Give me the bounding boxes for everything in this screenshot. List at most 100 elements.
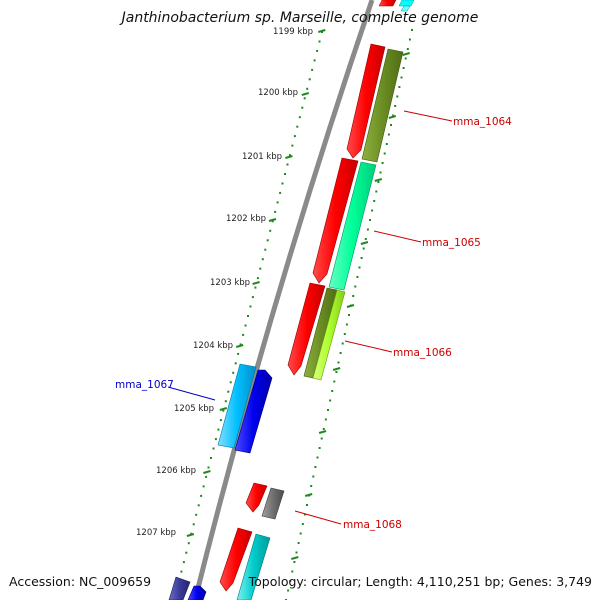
guide-dot [362,247,365,250]
gene-arrow-top-red [378,0,397,7]
guide-dot [291,570,294,573]
guide-dot [299,532,302,535]
guide-dot [249,305,252,308]
guide-dot [352,295,355,297]
guide-dot [297,542,300,544]
guide-dot [239,343,242,346]
map-title: Janthinobacterium sp. Marseille, complet… [121,10,479,26]
guide-dot [261,258,264,261]
guide-major-tick [374,178,383,182]
guide-dot [392,114,395,117]
guide-dot [232,371,235,374]
guide-dot [200,494,203,497]
gene-arrow-mma-1064 [361,48,404,163]
guide-dot [244,324,247,327]
guide-dot [390,124,392,126]
scale-label-1204: 1204 kbp [193,341,233,351]
gene-arrow-mma-1066-lime [312,289,346,381]
scale-label-1200: 1200 kbp [258,88,298,98]
gene-arrow-mma-1068 [261,487,285,520]
accession-label: Accession: NC_009659 [9,574,152,589]
guide-dot [358,266,361,269]
guide-dot [259,267,262,270]
guide-dot [324,418,327,421]
guide-major-tick [268,218,277,222]
guide-dot [237,352,240,355]
guide-dot [217,428,220,431]
gene-arrow-red-5 [219,527,253,592]
guide-dot [251,296,254,299]
label-leaders [167,110,453,525]
gene-arrow-blue-bottom [187,585,207,600]
guide-dot [321,31,323,33]
guide-dot [210,457,212,459]
genome-backbone [192,0,375,600]
guide-dot [381,162,384,164]
guide-major-tick [235,344,244,348]
guide-dot [348,314,350,316]
guide-major-tick [301,92,310,96]
guide-dot [379,171,382,174]
guide-dot [364,238,367,240]
guide-dot [293,135,296,138]
guide-dot [214,438,217,441]
gene-label-mma-1066: mma_1066 [393,347,452,359]
scale-labels: 1199 kbp 1200 kbp 1201 kbp 1202 kbp 1203… [136,27,313,538]
guide-dot [288,154,291,157]
gene-arrow-navy-bottom [168,576,191,600]
guide-dot [402,67,405,69]
guide-dot [404,57,407,60]
gene-arrow-mma-1065 [328,161,377,291]
guide-dot [366,228,369,231]
guide-major-tick [186,533,195,537]
guide-dot [354,285,357,288]
guide-dot [224,400,227,403]
guide-dot [202,485,205,488]
guide-dot [303,513,306,516]
reverse-features [168,363,273,600]
forward-features [219,0,415,600]
guide-dot [227,390,230,393]
guide-dot [287,589,290,592]
guide-dot [219,419,222,422]
gene-arrow-top-cyan [398,0,415,7]
guide-dot [398,86,401,88]
guide-dot [313,59,316,62]
guide-dot [371,209,374,212]
guide-dot [289,580,292,582]
guide-dot [212,447,215,450]
guide-major-tick [360,241,369,245]
scale-label-1202: 1202 kbp [226,214,266,224]
guide-dot [406,48,409,50]
gene-arrow-top-cyan-2 [400,5,411,12]
guide-dot [314,466,317,468]
guide-dot [306,504,308,506]
guide-dot [329,399,332,402]
guide-dot [180,570,183,573]
guide-dot [333,380,336,383]
leader-mma-1064 [403,110,453,122]
leader-mma-1066 [344,340,393,353]
scale-label-1206: 1206 kbp [156,466,196,476]
guide-major-tick [304,493,313,497]
guide-dot [337,361,340,364]
guide-dot [375,190,378,193]
guide-major-tick [203,470,211,474]
leader-mma-1068 [294,510,342,525]
gene-label-mma-1068: mma_1068 [343,519,402,531]
guide-dot [377,181,380,183]
guide-dot [296,125,299,128]
guide-dot [295,551,298,554]
guide-dot [269,229,272,232]
guide-dot [360,257,363,259]
guide-dot [271,220,274,223]
guide-dot [264,248,267,251]
guide-major-tick [252,281,260,285]
guide-dot [341,342,344,345]
guide-dot [331,390,334,392]
guide-dot [301,106,304,109]
scale-label-1201: 1201 kbp [242,152,282,162]
guide-dot [187,542,190,545]
guide-major-tick [388,115,397,119]
